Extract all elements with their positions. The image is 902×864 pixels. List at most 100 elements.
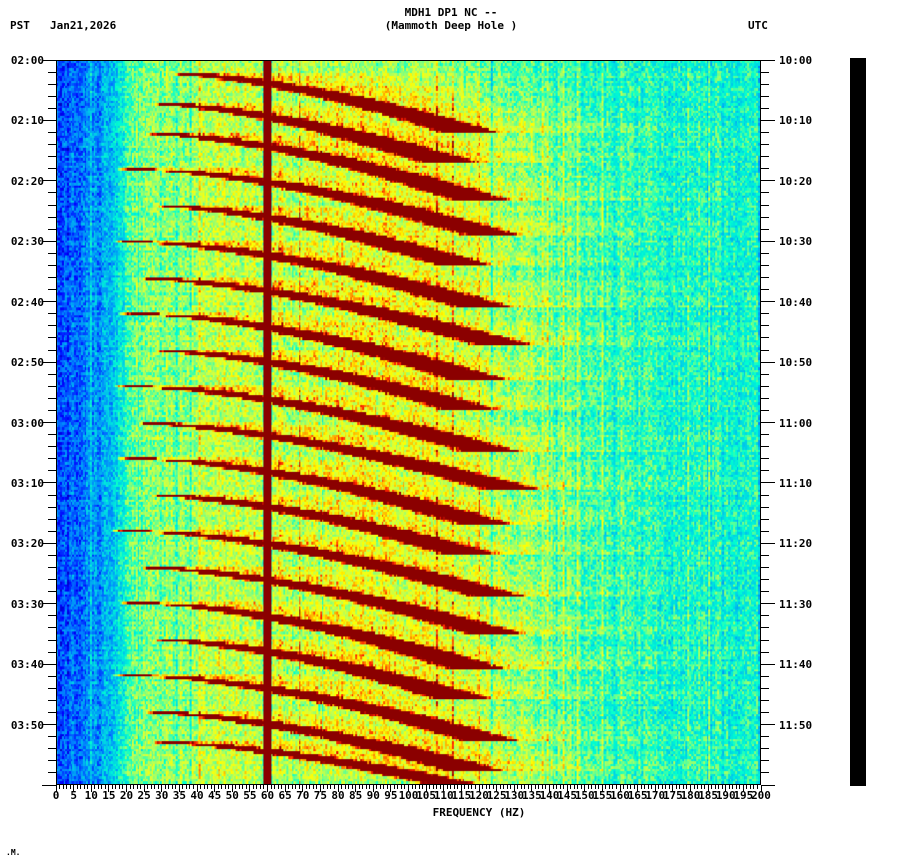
x-tick-minor (122, 785, 124, 789)
x-tick-minor (376, 785, 378, 789)
y-tick-major-left (42, 482, 56, 484)
x-tick-minor (693, 785, 695, 789)
x-tick-major (355, 785, 357, 792)
y-tick-major-right (761, 361, 775, 363)
x-tick-minor (393, 785, 395, 789)
x-tick-minor (556, 785, 558, 789)
x-tick-minor (192, 785, 194, 789)
x-tick-label: 5 (70, 789, 77, 802)
y-tick-minor-left (48, 156, 56, 158)
y-tick-minor-left (48, 228, 56, 230)
y-tick-minor-right (761, 264, 769, 266)
x-tick-minor (87, 785, 89, 789)
x-tick-label: 150 (574, 789, 595, 802)
x-tick-minor (348, 785, 350, 789)
y-tick-minor-right (761, 772, 769, 774)
y-tick-minor-right (761, 168, 769, 170)
x-tick-minor (647, 785, 649, 789)
x-tick-minor (245, 785, 247, 789)
x-tick-major (372, 785, 374, 792)
y-tick-minor-left (48, 107, 56, 109)
x-tick-minor (175, 785, 177, 789)
y-tick-minor-left (48, 530, 56, 532)
x-tick-minor (739, 785, 741, 789)
x-tick-minor (418, 785, 420, 789)
x-tick-minor (189, 785, 191, 789)
x-tick-minor (140, 785, 142, 789)
x-tick-major (742, 785, 744, 792)
x-tick-minor (520, 785, 522, 789)
y-tick-minor-right (761, 687, 769, 689)
x-tick-minor (312, 785, 314, 789)
x-tick-minor (400, 785, 402, 789)
x-tick-minor (756, 785, 758, 789)
x-tick-minor (101, 785, 103, 789)
x-tick-minor (323, 785, 325, 789)
x-tick-minor (182, 785, 184, 789)
x-tick-minor (658, 785, 660, 789)
y-tick-minor-right (761, 192, 769, 194)
x-tick-major (584, 785, 586, 792)
x-tick-major (566, 785, 568, 792)
y-tick-minor-right (761, 506, 769, 508)
y-tick-minor-right (761, 458, 769, 460)
x-tick-major (390, 785, 392, 792)
y-tick-major-left (42, 301, 56, 303)
x-tick-minor (150, 785, 152, 789)
y-tick-minor-left (48, 168, 56, 170)
y-tick-minor-left (48, 579, 56, 581)
y-tick-minor-left (48, 675, 56, 677)
y-tick-minor-left (48, 699, 56, 701)
x-tick-minor (351, 785, 353, 789)
x-tick-label: 30 (155, 789, 169, 802)
y-tick-minor-right (761, 156, 769, 158)
x-tick-label: 20 (119, 789, 134, 802)
x-tick-label: 110 (433, 789, 454, 802)
y-tick-minor-right (761, 748, 769, 750)
y-tick-major-right (761, 240, 775, 242)
x-tick-minor (450, 785, 452, 789)
y-tick-label-utc: 11:50 (779, 718, 813, 732)
y-tick-minor-left (48, 204, 56, 206)
corner-mark: .M. (6, 848, 21, 857)
y-tick-label-utc: 10:40 (779, 295, 813, 309)
x-tick-minor (217, 785, 219, 789)
x-tick-major (337, 785, 339, 792)
x-tick-label: 135 (521, 789, 542, 802)
y-tick-major-left (42, 119, 56, 121)
x-tick-label: 75 (313, 789, 327, 802)
x-tick-minor (224, 785, 226, 789)
x-tick-minor (83, 785, 85, 789)
spectrogram-plot-area[interactable] (56, 60, 761, 785)
x-tick-minor (541, 785, 543, 789)
x-tick-minor (383, 785, 385, 789)
x-tick-major (425, 785, 427, 792)
x-tick-minor (238, 785, 240, 789)
y-tick-minor-left (48, 434, 56, 436)
x-tick-minor (552, 785, 554, 789)
x-tick-minor (623, 785, 625, 789)
x-tick-minor (270, 785, 272, 789)
x-tick-major (126, 785, 127, 792)
x-tick-minor (259, 785, 261, 789)
x-tick-label: 115 (451, 789, 472, 802)
y-tick-minor-left (48, 615, 56, 617)
y-tick-minor-left (48, 591, 56, 593)
y-tick-major-right (761, 180, 775, 182)
x-tick-label: 120 (469, 789, 489, 802)
x-tick-minor (277, 785, 279, 789)
x-tick-minor (157, 785, 159, 789)
x-tick-minor (489, 785, 491, 789)
y-tick-minor-left (48, 748, 56, 750)
x-tick-minor (362, 785, 364, 789)
y-tick-minor-right (761, 71, 769, 73)
x-tick-minor (559, 785, 561, 789)
y-tick-minor-left (48, 192, 56, 194)
x-tick-major (513, 785, 515, 792)
y-tick-major-right (761, 542, 775, 544)
x-tick-label: 185 (698, 789, 719, 802)
y-tick-major-left (42, 542, 56, 544)
y-tick-minor-right (761, 675, 769, 677)
x-tick-major (549, 785, 550, 792)
x-tick-minor (256, 785, 258, 789)
